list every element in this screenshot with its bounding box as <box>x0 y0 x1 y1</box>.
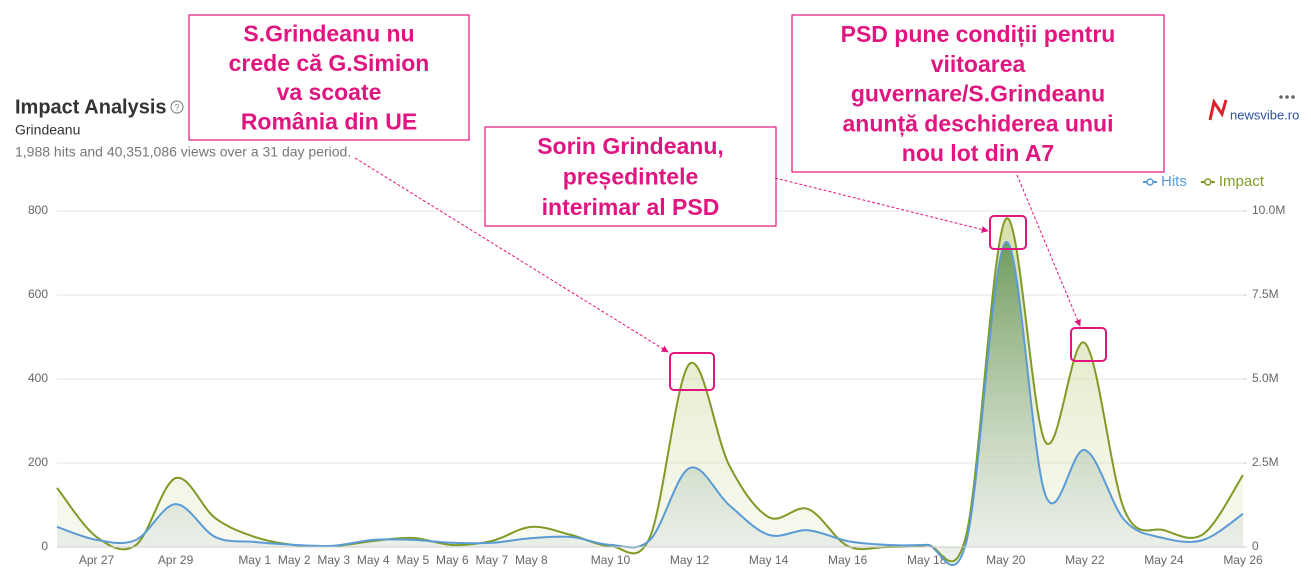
x-tick-label: May 3 <box>317 553 350 567</box>
y2-tick-label: 5.0M <box>1252 371 1279 385</box>
y-tick-label: 0 <box>41 539 48 553</box>
y2-tick-label: 10.0M <box>1252 203 1285 217</box>
y2-tick-label: 2.5M <box>1252 455 1279 469</box>
x-tick-label: May 4 <box>357 553 390 567</box>
legend-item[interactable]: Impact <box>1200 173 1265 190</box>
annotation-text: România din UE <box>241 108 417 134</box>
legend-label: Impact <box>1219 173 1265 190</box>
x-tick-label: Apr 27 <box>79 553 115 567</box>
line <box>56 217 1244 563</box>
info-icon[interactable]: ? <box>170 100 184 114</box>
chart-title: Impact Analysis <box>15 96 167 118</box>
x-tick-label: May 2 <box>278 553 311 567</box>
logo-icon <box>1208 98 1228 121</box>
x-tick-label: May 26 <box>1223 553 1263 567</box>
x-tick-label: Apr 29 <box>158 553 194 567</box>
x-tick-label: May 8 <box>515 553 548 567</box>
y2-tick-label: 0 <box>1252 539 1259 553</box>
y-tick-label: 800 <box>28 203 48 217</box>
annotation-text: președintele <box>563 164 699 191</box>
annotation-text: guvernare/S.Grindeanu <box>851 81 1105 107</box>
x-tick-label: May 22 <box>1065 553 1105 567</box>
annotation-text: nou lot din A7 <box>902 140 1054 166</box>
y2-tick-label: 7.5M <box>1252 287 1279 301</box>
annotation-text: interimar al PSD <box>542 194 720 220</box>
y-tick-label: 600 <box>28 287 48 301</box>
x-tick-label: May 6 <box>436 553 469 567</box>
legend-label: Hits <box>1161 173 1187 190</box>
annotation-text: va scoate <box>277 79 382 105</box>
x-tick-label: May 7 <box>476 553 509 567</box>
annotation-arrow <box>774 177 989 233</box>
x-tick-label: May 10 <box>591 553 631 567</box>
legend-item[interactable]: Hits <box>1143 173 1187 190</box>
annotation-text: crede că G.Simion <box>229 50 430 76</box>
x-tick-label: May 16 <box>828 553 868 567</box>
annotation-text: Sorin Grindeanu, <box>537 133 724 159</box>
x-tick-label: May 5 <box>396 553 429 567</box>
annotation-text: S.Grindeanu nu <box>243 21 414 47</box>
annotation-box <box>791 14 1165 173</box>
subtitle: 1,988 hits and 40,351,086 views over a 3… <box>15 144 351 160</box>
highlight-box <box>989 215 1027 250</box>
menu-icon[interactable] <box>1279 95 1295 99</box>
highlight-box <box>1070 327 1107 362</box>
highlight-box <box>669 352 715 391</box>
line <box>56 241 1244 566</box>
area <box>57 241 1243 566</box>
y-tick-label: 200 <box>28 455 48 469</box>
x-tick-label: May 1 <box>238 553 271 567</box>
x-tick-label: May 12 <box>670 553 710 567</box>
legend-marker <box>1146 178 1154 186</box>
annotation-text: viitoarea <box>931 51 1026 77</box>
annotation-text: anunță deschiderea unui <box>843 110 1114 137</box>
x-tick-label: May 18 <box>907 553 947 567</box>
annotation-text: PSD pune condiții pentru <box>841 21 1116 48</box>
logo: newsvibe.ro <box>1230 107 1299 122</box>
annotation-box <box>484 126 777 227</box>
query: Grindeanu <box>15 122 80 138</box>
legend-marker <box>1204 178 1212 186</box>
annotation-arrow <box>354 157 669 353</box>
svg-text:?: ? <box>174 102 179 112</box>
y-tick-label: 400 <box>28 371 48 385</box>
annotation-box <box>188 14 470 141</box>
x-tick-label: May 24 <box>1144 553 1184 567</box>
x-tick-label: May 14 <box>749 553 789 567</box>
x-tick-label: May 20 <box>986 553 1026 567</box>
annotation-arrow <box>1016 174 1081 327</box>
